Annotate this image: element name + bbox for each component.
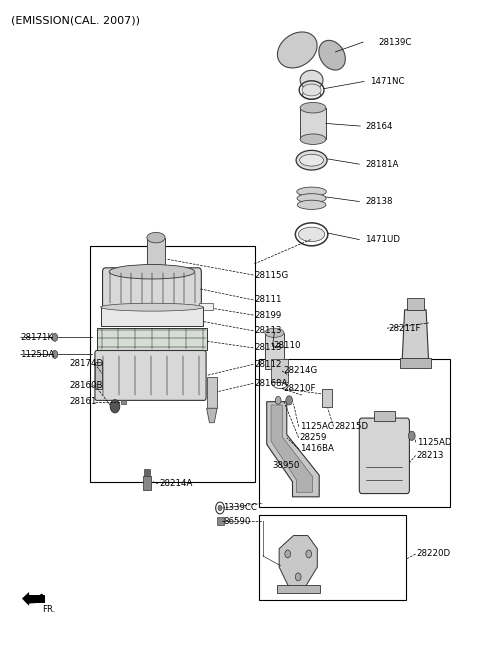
Bar [259, 515, 406, 600]
Text: 28213: 28213 [417, 451, 444, 460]
Bar [101, 307, 203, 326]
Text: 28214G: 28214G [283, 366, 317, 376]
Text: 28139C: 28139C [378, 38, 412, 47]
Bar [277, 585, 320, 593]
Text: 28113: 28113 [254, 326, 282, 335]
Bar [97, 328, 206, 351]
Ellipse shape [297, 194, 326, 203]
Text: 28214A: 28214A [159, 479, 192, 488]
Polygon shape [402, 310, 429, 359]
Ellipse shape [265, 328, 284, 337]
Text: 28210F: 28210F [283, 384, 315, 393]
Circle shape [52, 333, 58, 341]
Text: 1339CC: 1339CC [223, 503, 257, 513]
Bar [400, 358, 431, 368]
Bar [300, 107, 326, 139]
Bar [147, 238, 165, 270]
Text: 28199: 28199 [254, 310, 282, 320]
Text: 28115G: 28115G [254, 271, 288, 279]
Text: 28161: 28161 [69, 397, 96, 406]
Polygon shape [206, 408, 217, 422]
Ellipse shape [302, 84, 321, 96]
Text: 28110: 28110 [274, 341, 301, 351]
Bar [259, 359, 450, 507]
Circle shape [306, 550, 312, 558]
Bar [407, 298, 424, 310]
Ellipse shape [319, 40, 345, 70]
Text: 28111: 28111 [254, 295, 282, 304]
Bar [272, 359, 288, 382]
Bar [144, 469, 150, 476]
FancyBboxPatch shape [360, 418, 409, 494]
Ellipse shape [109, 264, 195, 279]
Text: 28220D: 28220D [417, 550, 451, 558]
Ellipse shape [101, 303, 203, 311]
Text: 28181A: 28181A [365, 159, 398, 169]
Ellipse shape [302, 90, 321, 100]
Text: 28113: 28113 [254, 343, 282, 353]
Text: 28174D: 28174D [69, 359, 103, 368]
FancyBboxPatch shape [95, 351, 206, 401]
Bar [373, 411, 395, 421]
Text: 1125DA: 1125DA [21, 350, 55, 359]
Text: 28211F: 28211F [388, 324, 420, 333]
Text: 28112: 28112 [254, 360, 282, 369]
Text: 28138: 28138 [365, 197, 393, 206]
Text: 1125AD: 1125AD [417, 438, 451, 447]
Circle shape [110, 400, 120, 413]
Text: 1125AC: 1125AC [300, 422, 334, 431]
Ellipse shape [147, 233, 165, 243]
FancyBboxPatch shape [103, 268, 201, 308]
Bar [322, 389, 332, 407]
Ellipse shape [300, 134, 326, 144]
Ellipse shape [300, 102, 326, 113]
Ellipse shape [297, 187, 326, 196]
Bar [95, 362, 102, 389]
Polygon shape [267, 402, 319, 497]
Ellipse shape [300, 71, 323, 90]
Text: 28171K: 28171K [21, 333, 54, 342]
Circle shape [52, 351, 58, 358]
Text: 1416BA: 1416BA [300, 444, 334, 453]
Text: 28168A: 28168A [254, 379, 288, 387]
Bar [90, 246, 255, 482]
Ellipse shape [147, 265, 165, 275]
Circle shape [285, 550, 290, 558]
Text: 1471NC: 1471NC [370, 77, 404, 86]
Bar [206, 377, 217, 408]
Circle shape [218, 505, 222, 511]
Text: 86590: 86590 [223, 517, 251, 526]
Ellipse shape [277, 32, 317, 68]
Ellipse shape [299, 227, 324, 242]
Bar [199, 302, 213, 310]
Text: 28160B: 28160B [69, 381, 103, 389]
Text: 28259: 28259 [300, 433, 327, 442]
Polygon shape [271, 405, 312, 492]
Bar [143, 476, 151, 490]
Bar [120, 400, 126, 405]
Bar [265, 333, 284, 369]
Ellipse shape [300, 154, 324, 166]
Polygon shape [279, 536, 317, 587]
Text: 28215D: 28215D [335, 422, 369, 431]
Ellipse shape [296, 150, 327, 170]
Ellipse shape [297, 200, 326, 210]
Circle shape [276, 397, 281, 405]
Text: (EMISSION(CAL. 2007)): (EMISSION(CAL. 2007)) [11, 16, 140, 26]
Bar [217, 517, 224, 525]
Polygon shape [22, 592, 29, 606]
Polygon shape [26, 594, 45, 603]
Text: FR.: FR. [42, 605, 55, 614]
Circle shape [408, 431, 415, 440]
Text: 28164: 28164 [365, 121, 393, 130]
Circle shape [286, 396, 292, 405]
Circle shape [295, 573, 301, 581]
Text: 38950: 38950 [272, 461, 300, 470]
Text: 1471UD: 1471UD [365, 235, 400, 244]
